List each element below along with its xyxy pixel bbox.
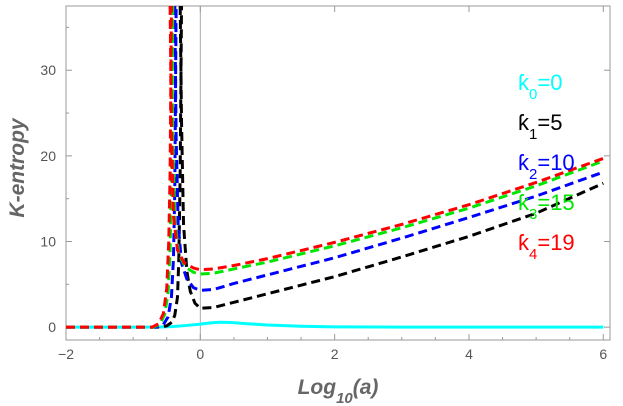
- series-line-2: [66, 6, 178, 329]
- legend-subscript: 4: [529, 246, 537, 263]
- x-axis-title-suffix: (a): [353, 376, 379, 399]
- legend-value: =15: [537, 190, 574, 215]
- x-axis-title: Log10(a): [298, 376, 379, 406]
- series-line-1-branch: [178, 6, 604, 310]
- legend-value: =10: [537, 150, 574, 175]
- x-axis-title-base: Log: [298, 376, 337, 399]
- legend-subscript: 1: [529, 126, 537, 143]
- series-line-3: [66, 6, 175, 329]
- series-line-1: [66, 6, 184, 329]
- y-tick-label: 0: [48, 319, 56, 335]
- legend-entry-2: ƙ2=10: [518, 150, 575, 183]
- x-tick-label: 0: [196, 346, 204, 362]
- y-axis-title: K-entropy: [6, 117, 29, 217]
- x-axis-title-sub: 10: [336, 390, 353, 406]
- y-tick-label: 30: [40, 62, 56, 78]
- legend-entry-4: ƙ4=19: [518, 230, 575, 263]
- legend-subscript: 2: [529, 166, 537, 183]
- legend-entry-1: ƙ1=5: [518, 110, 562, 143]
- legend-symbol: ƙ: [518, 110, 530, 135]
- legend-symbol: ƙ: [518, 230, 530, 255]
- series-line-4: [66, 6, 173, 329]
- series-line-0: [66, 320, 604, 329]
- legend-symbol: ƙ: [518, 150, 530, 175]
- legend-value: =19: [537, 230, 574, 255]
- legend-subscript: 0: [529, 86, 537, 103]
- x-tick-label: 4: [465, 346, 473, 362]
- legend-symbol: ƙ: [518, 70, 530, 95]
- legend-subscript: 3: [529, 206, 537, 223]
- legend-symbol: ƙ: [518, 190, 530, 215]
- x-tick-label: 2: [331, 346, 339, 362]
- y-tick-label: 10: [40, 234, 56, 250]
- legend-entry-3: ƙ3=15: [518, 190, 575, 223]
- legend-value: =0: [537, 70, 562, 95]
- x-tick-label: 6: [599, 346, 607, 362]
- series-line-2-branch: [173, 6, 604, 292]
- legend-entry-0: ƙ0=0: [518, 70, 562, 103]
- series-group: [66, 6, 604, 329]
- legend-value: =5: [537, 110, 562, 135]
- y-tick-label: 20: [40, 148, 56, 164]
- plot-frame: [65, 5, 611, 341]
- x-tick-label: −2: [58, 346, 74, 362]
